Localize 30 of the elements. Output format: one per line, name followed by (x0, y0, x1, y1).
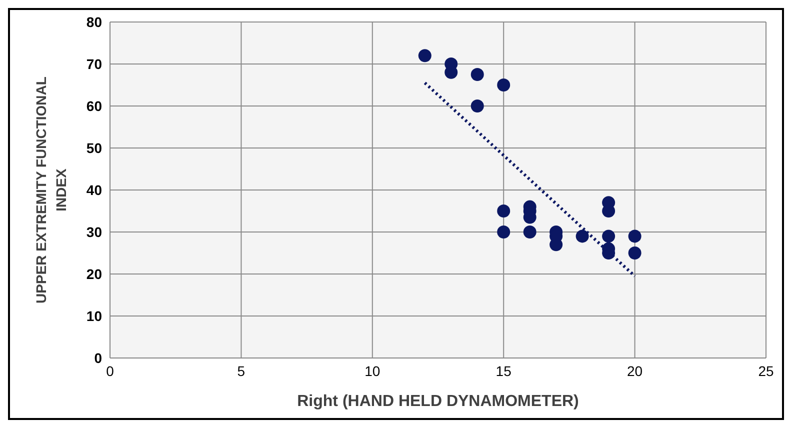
point (470, 68, 484, 81)
point (628, 230, 642, 243)
x-tick-label: 0 (106, 362, 114, 379)
y-tick-label: 0 (94, 350, 102, 366)
point (497, 78, 510, 92)
y-tick-label: 50 (86, 140, 102, 156)
point (418, 49, 432, 62)
y-tick-label: 20 (86, 266, 102, 282)
y-tick-label: 40 (86, 182, 102, 198)
point (628, 246, 642, 260)
point (550, 238, 563, 252)
x-tick-label: 5 (237, 362, 246, 379)
x-axis-title: Right (HAND HELD DYNAMOMETER) (297, 393, 579, 410)
x-tick-label: 25 (758, 362, 774, 379)
point (576, 230, 589, 243)
y-axis-title: UPPER EXTREMITY FUNCTIONAL INDEX (33, 76, 69, 304)
point (602, 204, 616, 218)
y-tick-label: 30 (86, 224, 102, 240)
point (523, 226, 536, 238)
x-tick-label: 10 (364, 362, 380, 379)
x-tick-label: 20 (627, 362, 643, 379)
point (602, 230, 616, 243)
point (497, 226, 510, 238)
y-tick-label: 80 (86, 14, 102, 30)
y-tick-label: 10 (86, 308, 102, 324)
point (470, 100, 484, 112)
point (497, 204, 510, 218)
x-tick-label: 15 (496, 362, 512, 379)
y-tick-label: 70 (86, 56, 102, 72)
y-tick-label: 60 (86, 98, 102, 114)
